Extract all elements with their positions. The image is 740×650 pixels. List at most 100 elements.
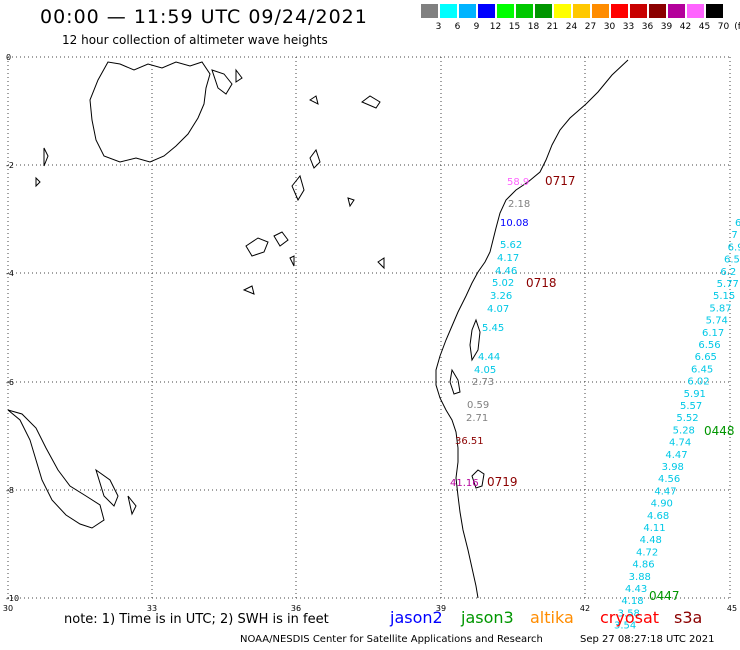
x-tick-label: 39	[436, 604, 446, 613]
legend-swatch	[459, 4, 476, 18]
altimeter-track-west: 58.9 2.18 10.08 5.62 4.17 4.465.02 3.26 4.07 5.4…	[450, 177, 530, 489]
track-value: 3.88	[629, 572, 651, 583]
track-value: 7	[731, 230, 737, 241]
legend-label: 3	[435, 22, 442, 32]
track-value: 6.9	[728, 242, 740, 253]
map-grid	[7, 56, 731, 599]
x-axis-labels: 30 33 36 39 42 45	[3, 604, 737, 613]
satellite-label-altika: altika	[530, 608, 574, 627]
x-tick-label: 33	[147, 604, 157, 613]
x-tick-label: 45	[727, 604, 737, 613]
satellite-label-s3a: s3a	[674, 608, 703, 627]
track-value: 4.56	[658, 474, 680, 485]
legend-swatch	[573, 4, 590, 18]
legend-unit: (ft)	[734, 22, 740, 32]
credit-line: NOAA/NESDIS Center for Satellite Applica…	[240, 634, 543, 645]
track-value: 4.74	[669, 438, 691, 449]
track-value: 4.07	[487, 304, 509, 315]
track-value: 58.9	[507, 177, 529, 188]
page-title: 00:00 — 11:59 UTC 09/24/2021	[40, 6, 368, 28]
legend-label: 6	[454, 22, 461, 32]
legend-label: 18	[527, 22, 540, 32]
pass-label: 0717	[545, 174, 576, 188]
track-value: 2.73	[472, 377, 494, 388]
legend-label: 15	[508, 22, 521, 32]
track-value: 5.57	[680, 401, 702, 412]
track-value: 5.91	[684, 389, 706, 400]
satellite-label-jason2: jason2	[390, 608, 443, 627]
track-value: 6.2	[720, 267, 736, 278]
track-value: 6.45	[691, 364, 713, 375]
pass-label: 0448	[704, 424, 735, 438]
track-value: 41.16	[450, 478, 479, 489]
legend-label: 39	[660, 22, 673, 32]
track-value: 3.26	[490, 291, 512, 302]
legend-swatch	[611, 4, 628, 18]
legend-label: 9	[473, 22, 480, 32]
legend-swatch	[516, 4, 533, 18]
track-value: 4.18	[621, 596, 643, 607]
track-value: 6.02	[687, 377, 709, 388]
track-value: 4.43	[625, 584, 647, 595]
x-tick-label: 42	[580, 604, 590, 613]
track-value: 4.47	[665, 450, 687, 461]
footer-note: note: 1) Time is in UTC; 2) SWH is in fe…	[64, 612, 329, 627]
track-value: 4.17	[497, 253, 519, 264]
legend-label: 21	[546, 22, 559, 32]
pass-label: 0719	[487, 475, 518, 489]
track-value: 2.18	[508, 199, 530, 210]
track-value: 3.58	[618, 608, 640, 619]
track-value: 5.28	[673, 425, 695, 436]
legend-label: 42	[679, 22, 692, 32]
track-value: 6.65	[695, 352, 717, 363]
track-value: 5.02	[492, 278, 514, 289]
legend-swatch	[535, 4, 552, 18]
track-value: 6.56	[698, 340, 720, 351]
legend-swatch	[706, 4, 723, 18]
track-value: 3.54	[614, 621, 636, 632]
track-value: 4.72	[636, 547, 658, 558]
track-value: 3.98	[662, 462, 684, 473]
legend-swatch	[687, 4, 704, 18]
legend-swatch	[649, 4, 666, 18]
y-tick-label: -4	[6, 269, 14, 278]
pass-label: 0447	[649, 589, 680, 603]
legend-label: 33	[622, 22, 635, 32]
y-axis-labels: 0 -2 -4 -6 -8 -10	[6, 53, 19, 603]
legend-swatch	[440, 4, 457, 18]
pass-label: 0718	[526, 276, 557, 290]
track-value: 5.74	[706, 316, 728, 327]
track-value: 5.62	[500, 240, 522, 251]
track-value: 10.08	[500, 218, 529, 229]
x-tick-label: 36	[291, 604, 301, 613]
track-value: 6.5	[724, 255, 740, 266]
track-value: 5.87	[709, 303, 731, 314]
track-value: 5.77	[717, 279, 739, 290]
track-value: 5.52	[676, 413, 698, 424]
page-subtitle: 12 hour collection of altimeter wave hei…	[62, 33, 328, 47]
track-value: 4.05	[474, 365, 496, 376]
y-tick-label: -8	[6, 486, 14, 495]
legend-label: 70	[717, 22, 730, 32]
legend-swatch	[421, 4, 438, 18]
legend-swatch	[478, 4, 495, 18]
y-tick-label: -2	[6, 161, 14, 170]
track-value: 4.11	[643, 523, 665, 534]
pass-labels: 0717 0718 0719 0448 0447	[487, 174, 735, 603]
legend-label: 12	[489, 22, 502, 32]
track-value: 6	[735, 218, 740, 229]
legend-label: 36	[641, 22, 654, 32]
legend-label: 30	[603, 22, 616, 32]
track-value: 4.90	[651, 499, 673, 510]
y-tick-label: -6	[6, 378, 14, 387]
y-tick-label: 0	[6, 53, 11, 62]
track-value: 4.86	[632, 560, 654, 571]
legend-swatch	[592, 4, 609, 18]
generated-timestamp: Sep 27 08:27:18 UTC 2021	[580, 634, 715, 645]
legend-swatch	[554, 4, 571, 18]
track-value: 5.45	[482, 323, 504, 334]
track-value: 4.48	[640, 535, 662, 546]
legend-label: 27	[584, 22, 597, 32]
track-value: 4.46	[495, 266, 517, 277]
